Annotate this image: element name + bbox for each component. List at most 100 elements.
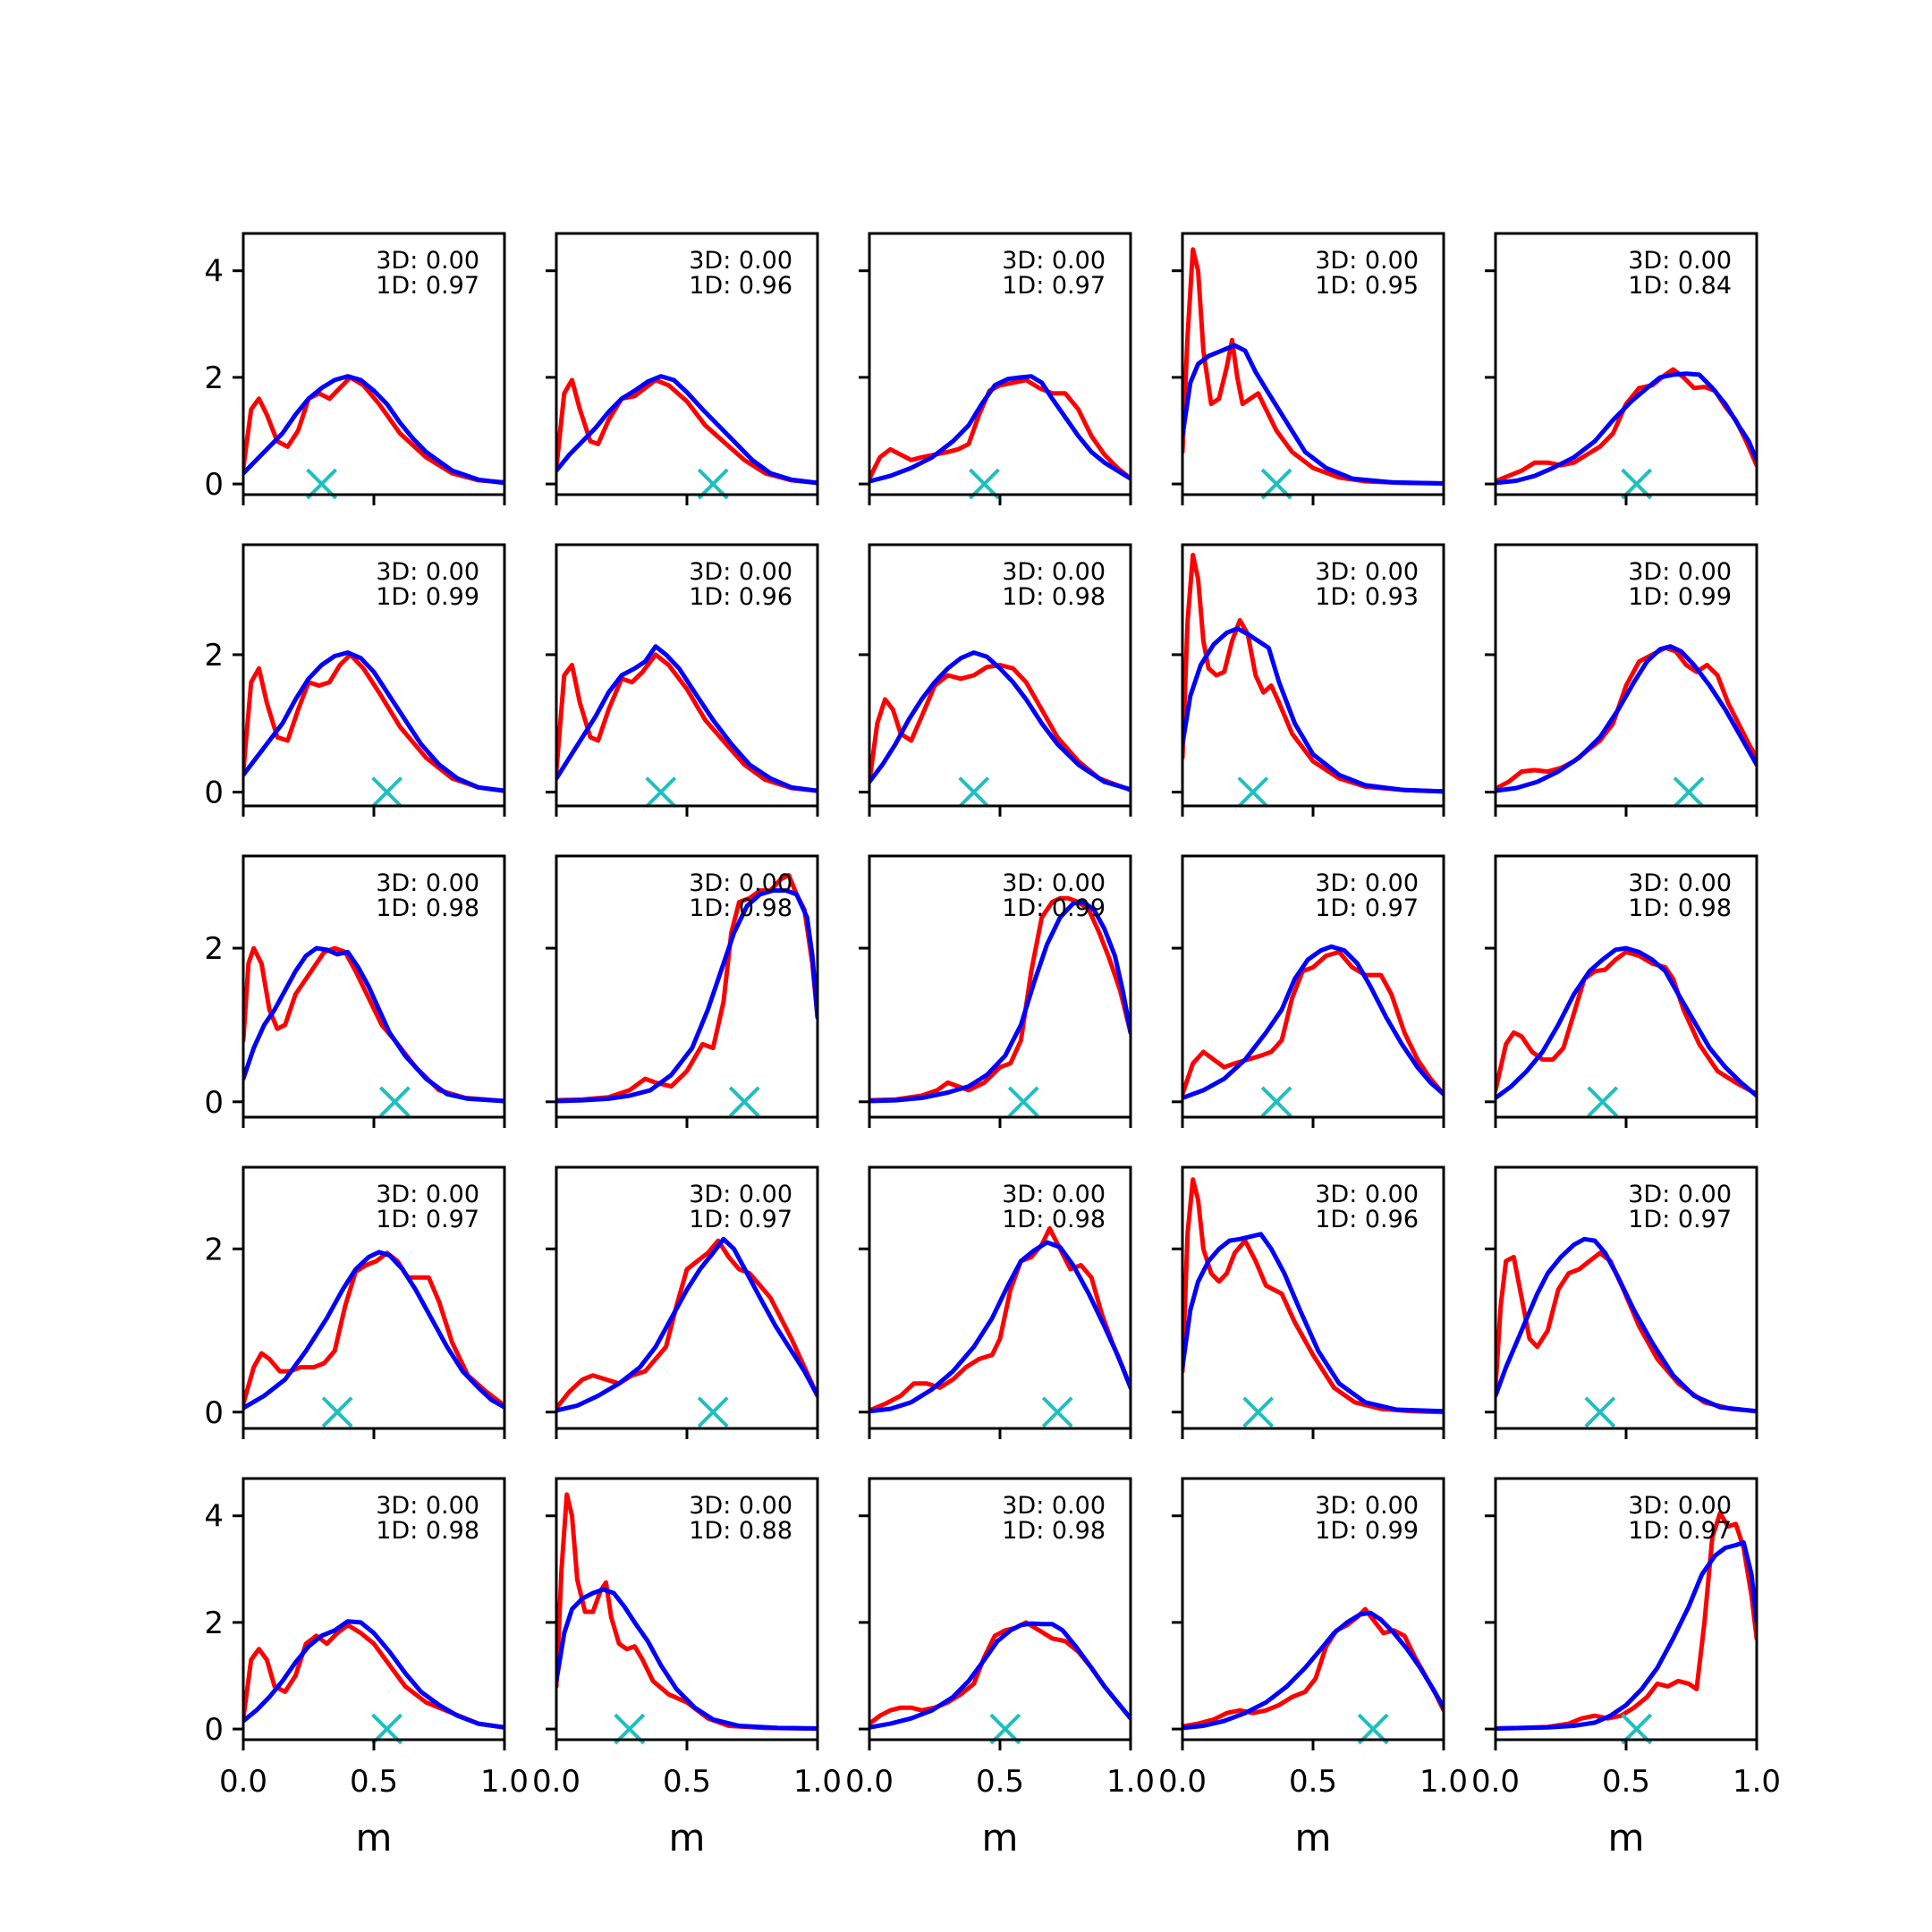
marker-x-stroke <box>1584 1396 1616 1428</box>
annotation-3d: 3D: 0.00 <box>1002 558 1106 586</box>
blue-curve <box>1182 944 1444 1100</box>
x-tick-label: 1.0 <box>793 1764 842 1800</box>
annotation-1d: 1D: 0.98 <box>689 894 792 922</box>
y-tick-label: 2 <box>204 1606 224 1641</box>
marker-x-stroke <box>321 1396 353 1428</box>
red-curve <box>243 1250 504 1408</box>
marker-x-stroke <box>697 1396 729 1428</box>
annotation-1d: 1D: 0.95 <box>1315 272 1419 300</box>
y-tick-label: 0 <box>204 467 224 503</box>
blue-curve <box>243 650 504 793</box>
annotation-1d: 1D: 0.97 <box>689 1206 792 1233</box>
annotation-3d: 3D: 0.00 <box>1628 1181 1732 1208</box>
y-tick-label: 0 <box>204 1712 224 1748</box>
annotation-1d: 1D: 0.99 <box>376 583 479 611</box>
blue-curve <box>243 945 504 1104</box>
annotation-1d: 1D: 0.97 <box>1315 894 1419 922</box>
marker-x-stroke <box>371 776 403 809</box>
annotation-3d: 3D: 0.00 <box>1628 1492 1732 1520</box>
red-curve <box>1182 1177 1444 1415</box>
y-tick-label: 0 <box>204 1395 224 1431</box>
annotation-3d: 3D: 0.00 <box>689 869 792 897</box>
red-curve <box>243 1623 504 1730</box>
red-curve <box>1182 247 1444 486</box>
marker-x-stroke <box>1673 776 1705 809</box>
annotation-3d: 3D: 0.00 <box>689 1181 792 1208</box>
x-tick-label: 0.0 <box>845 1764 894 1800</box>
x-tick-label: 1.0 <box>1106 1764 1155 1800</box>
annotation-1d: 1D: 0.96 <box>1315 1206 1419 1233</box>
annotation-3d: 3D: 0.00 <box>689 247 792 275</box>
annotation-3d: 3D: 0.00 <box>1002 1492 1106 1520</box>
red-curve <box>556 377 818 486</box>
blue-curve <box>869 1240 1131 1414</box>
blue-curve <box>869 900 1131 1104</box>
marker-x-stroke <box>378 1086 411 1118</box>
x-axis-label: m <box>982 1816 1019 1860</box>
annotation-3d: 3D: 0.00 <box>376 869 479 897</box>
annotation-1d: 1D: 0.84 <box>1628 272 1732 300</box>
blue-curve <box>1496 371 1757 486</box>
annotation-3d: 3D: 0.00 <box>1002 1181 1106 1208</box>
annotation-3d: 3D: 0.00 <box>1002 247 1106 275</box>
marker-x-stroke <box>1260 1086 1292 1118</box>
x-tick-label: 0.5 <box>1602 1764 1650 1800</box>
annotation-3d: 3D: 0.00 <box>1315 1181 1419 1208</box>
blue-curve <box>556 1236 818 1413</box>
y-tick-label: 2 <box>204 360 224 396</box>
x-tick-label: 0.5 <box>976 1764 1024 1800</box>
blue-curve <box>1496 945 1757 1100</box>
annotation-3d: 3D: 0.00 <box>1315 558 1419 586</box>
annotation-1d: 1D: 0.88 <box>689 1517 792 1545</box>
red-curve <box>1496 1511 1757 1731</box>
y-tick-label: 0 <box>204 1085 224 1121</box>
annotation-3d: 3D: 0.00 <box>1315 1492 1419 1520</box>
y-tick-label: 2 <box>204 931 224 967</box>
x-tick-label: 1.0 <box>1419 1764 1468 1800</box>
annotation-1d: 1D: 0.97 <box>1628 1517 1732 1545</box>
blue-curve <box>1496 1236 1757 1414</box>
annotation-1d: 1D: 0.98 <box>376 1517 479 1545</box>
y-tick-label: 4 <box>204 1499 224 1535</box>
blue-curve <box>869 1621 1131 1730</box>
blue-curve <box>556 644 818 793</box>
x-tick-label: 0.0 <box>1471 1764 1520 1800</box>
red-curve <box>556 873 818 1103</box>
annotation-3d: 3D: 0.00 <box>1002 869 1106 897</box>
annotation-3d: 3D: 0.00 <box>1628 247 1732 275</box>
annotation-1d: 1D: 0.98 <box>376 894 479 922</box>
y-tick-label: 2 <box>204 638 224 674</box>
blue-curve <box>869 650 1131 792</box>
annotation-1d: 1D: 0.99 <box>1315 1517 1419 1545</box>
x-tick-label: 0.5 <box>350 1764 398 1800</box>
annotation-3d: 3D: 0.00 <box>1628 869 1732 897</box>
annotation-1d: 1D: 0.98 <box>1002 583 1106 611</box>
annotation-1d: 1D: 0.97 <box>376 272 479 300</box>
red-curve <box>1496 645 1757 792</box>
blue-curve <box>556 374 818 486</box>
annotation-1d: 1D: 0.98 <box>1002 1206 1106 1233</box>
blue-curve <box>1182 626 1444 794</box>
annotation-1d: 1D: 0.97 <box>376 1206 479 1233</box>
annotation-3d: 3D: 0.00 <box>1315 247 1419 275</box>
annotation-3d: 3D: 0.00 <box>689 1492 792 1520</box>
annotation-3d: 3D: 0.00 <box>1315 869 1419 897</box>
x-tick-label: 1.0 <box>1733 1764 1781 1800</box>
